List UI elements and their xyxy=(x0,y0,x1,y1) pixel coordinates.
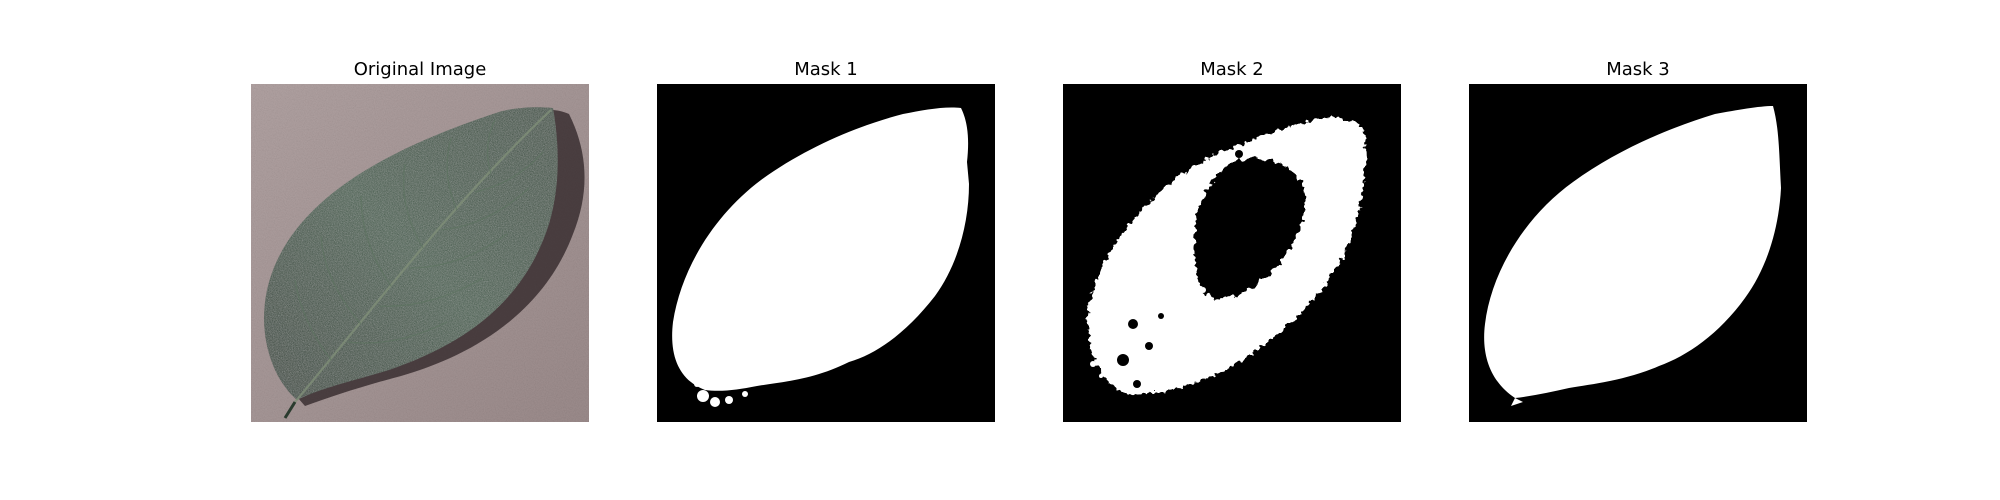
leaf-petiole xyxy=(283,401,297,419)
mask-2-image xyxy=(1063,84,1401,422)
panel-original-image: Original Image xyxy=(251,0,589,500)
leaf-veins xyxy=(294,119,544,361)
original-leaf-photo xyxy=(251,84,589,422)
panel-mask-3: Mask 3 xyxy=(1469,0,1807,500)
mask-noise-dots-white xyxy=(1090,287,1206,378)
panel-mask-1: Mask 1 xyxy=(657,0,995,500)
mask-1-image xyxy=(657,84,995,422)
panel-title: Mask 2 xyxy=(1200,59,1264,80)
panel-title: Mask 1 xyxy=(794,59,858,80)
mask-speckles xyxy=(694,381,748,407)
mask-noise-dots xyxy=(1117,141,1243,388)
mask-3-image xyxy=(1469,84,1807,422)
panel-mask-2: Mask 2 xyxy=(1063,0,1401,500)
mask-petiole-tip xyxy=(1511,398,1523,406)
panel-title: Mask 3 xyxy=(1606,59,1670,80)
mask-region xyxy=(1088,117,1366,395)
leaf xyxy=(264,107,558,400)
mask-region xyxy=(672,107,969,391)
panel-title: Original Image xyxy=(353,59,487,80)
mask-region xyxy=(1484,106,1781,398)
leaf-midrib xyxy=(294,109,552,403)
